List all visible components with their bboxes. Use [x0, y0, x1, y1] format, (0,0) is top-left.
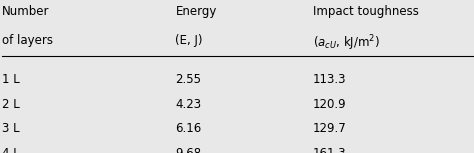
- Text: ($a_{cU}$, kJ/m$^2$): ($a_{cU}$, kJ/m$^2$): [313, 34, 380, 53]
- Text: 9.68: 9.68: [175, 147, 201, 153]
- Text: of layers: of layers: [2, 34, 54, 47]
- Text: 2.55: 2.55: [175, 73, 201, 86]
- Text: 113.3: 113.3: [313, 73, 346, 86]
- Text: 120.9: 120.9: [313, 98, 346, 111]
- Text: 129.7: 129.7: [313, 122, 346, 135]
- Text: 3 L: 3 L: [2, 122, 20, 135]
- Text: Impact toughness: Impact toughness: [313, 5, 419, 18]
- Text: 4.23: 4.23: [175, 98, 201, 111]
- Text: 1 L: 1 L: [2, 73, 20, 86]
- Text: Number: Number: [2, 5, 50, 18]
- Text: 4 L: 4 L: [2, 147, 20, 153]
- Text: 161.3: 161.3: [313, 147, 346, 153]
- Text: (E, J): (E, J): [175, 34, 203, 47]
- Text: 2 L: 2 L: [2, 98, 20, 111]
- Text: Energy: Energy: [175, 5, 217, 18]
- Text: 6.16: 6.16: [175, 122, 201, 135]
